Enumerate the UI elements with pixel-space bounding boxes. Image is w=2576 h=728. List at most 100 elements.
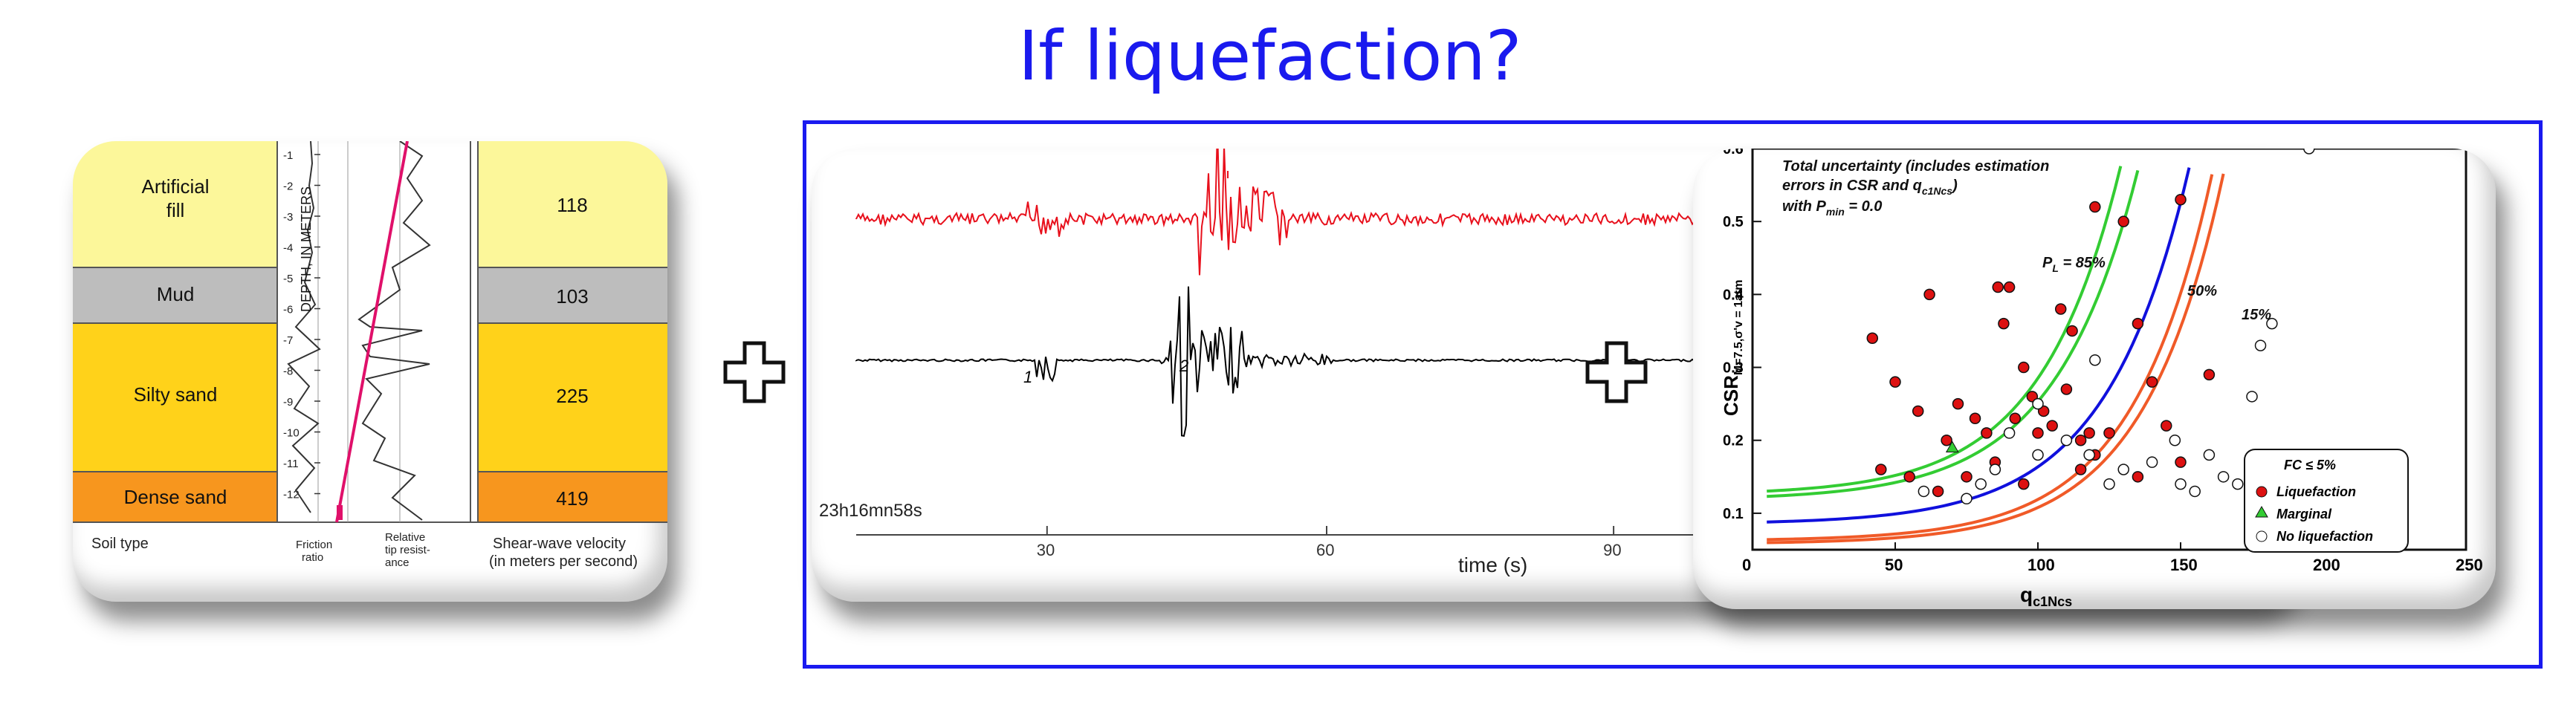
no-liquefaction-point — [2060, 434, 2073, 446]
liquefaction-point — [2146, 376, 2158, 388]
x-tick-label: 150 — [2170, 556, 2198, 574]
no-liquefaction-point — [2303, 149, 2315, 155]
depth-tick-label: -9 — [283, 396, 293, 409]
liquefaction-point — [2132, 317, 2144, 330]
x-tick-label: 100 — [2028, 556, 2055, 574]
layer-silty-1 — [73, 323, 277, 472]
seis-tick-label: 90 — [1603, 541, 1621, 559]
liquefaction-point — [1998, 317, 2010, 330]
chart-ticks: 0 50 100 150 200 250 0.1 0.2 0.3 0.4 0.5 0.6 — [1723, 149, 2483, 574]
liquefaction-point — [2089, 201, 2101, 213]
pl50-label: 50% — [2187, 283, 2217, 299]
layer-name-dense: Dense sand — [124, 486, 227, 508]
liquefaction-point — [2117, 215, 2129, 227]
no-liquefaction-point — [2254, 339, 2267, 351]
probability-curves — [1767, 166, 2225, 545]
liquefaction-point — [2060, 383, 2073, 395]
no-liquefaction-point — [2032, 397, 2044, 410]
friction-ratio-label-a: Friction — [296, 539, 332, 551]
no-liquefaction-point — [1918, 485, 1930, 498]
chart-legend: FC ≤ 5% Liquefaction Marginal No liquefa… — [2244, 449, 2409, 553]
liquefaction-point — [1941, 434, 1952, 446]
event-label-1: 1 — [1023, 368, 1032, 386]
velocity-label-a: Shear-wave velocity — [493, 536, 626, 552]
legend-title: FC ≤ 5% — [2284, 458, 2336, 472]
liquefaction-point — [2175, 456, 2187, 468]
liquefaction-point — [2083, 427, 2095, 439]
liquefaction-point — [2175, 193, 2187, 206]
depth-tick-label: -7 — [283, 334, 293, 347]
y-tick-label: 0.5 — [1723, 214, 1744, 230]
soil-log-panel: -1 -2 -3 -4 -5 -6 -7 -8 -9 -10 -11 -12 DEPTH, IN ME… — [73, 141, 667, 602]
depth-ticks: -1 -2 -3 -4 -5 -6 -7 -8 -9 -10 -11 -12 — [283, 149, 320, 501]
no-liquefaction-point — [2117, 464, 2129, 475]
liquefaction-point — [1875, 464, 1887, 475]
pl85-curve — [1767, 169, 2140, 498]
soil-type-label: Soil type — [91, 536, 149, 552]
velocity-mud: 103 — [556, 285, 588, 308]
depth-tick-label: -3 — [283, 211, 293, 224]
liquefaction-point — [2032, 427, 2044, 439]
data-points — [1866, 149, 2401, 505]
liquefaction-chart: 0 50 100 150 200 250 0.1 0.2 0.3 0.4 0.5 0.6 Total … — [1720, 149, 2483, 609]
marginal-point — [1945, 441, 1959, 453]
no-liquefaction-point — [2232, 478, 2244, 490]
tip-label-b: tip resist- — [385, 544, 430, 556]
pl15-curve — [1767, 174, 2214, 542]
liquefaction-point — [1912, 405, 1924, 417]
layer-fill-2 — [478, 141, 667, 267]
event-label-2: 2 — [1179, 357, 1188, 375]
no-liquefaction-point — [1989, 464, 2001, 475]
magenta-marker — [337, 505, 343, 520]
plus-icon — [723, 341, 786, 403]
legend-liquefaction-marker — [2256, 486, 2268, 498]
no-liquefaction-point — [2032, 449, 2044, 461]
liquefaction-point — [2018, 361, 2030, 374]
liquefaction-point — [2132, 471, 2144, 483]
legend-liquefaction: Liquefaction — [2276, 484, 2356, 499]
friction-ratio-trace — [287, 141, 321, 513]
liquefaction-point — [2074, 464, 2087, 475]
velocity-silty: 225 — [556, 385, 588, 407]
pl85-curve — [1767, 166, 2123, 493]
no-liquefaction-point — [2217, 471, 2230, 483]
liquefaction-point — [2054, 303, 2067, 315]
liquefaction-point — [1961, 471, 1973, 483]
depth-tick-label: -4 — [283, 242, 293, 255]
legend-marginal-marker — [2255, 505, 2268, 518]
liquefaction-point — [2074, 434, 2087, 446]
liquefaction-point — [1889, 376, 1901, 388]
liquefaction-point — [2203, 368, 2216, 381]
liquefaction-panel: 0 50 100 150 200 250 0.1 0.2 0.3 0.4 0.5 0.6 Total … — [1693, 149, 2496, 609]
liquefaction-point — [2161, 420, 2172, 432]
time-axis-label: time (s) — [1458, 553, 1527, 576]
no-liquefaction-point — [2203, 449, 2216, 461]
seis-tick-label: 60 — [1316, 541, 1334, 559]
x-tick-label: 250 — [2456, 556, 2483, 574]
depth-tick-label: -1 — [283, 149, 293, 162]
legend-marginal: Marginal — [2276, 507, 2332, 521]
no-liquefaction-point — [2175, 478, 2187, 490]
layer-silty-2 — [478, 323, 667, 472]
pl85-label: PL = 85% — [2042, 255, 2106, 274]
legend-no-liquefaction: No liquefaction — [2276, 529, 2373, 544]
liquefaction-point — [2018, 478, 2030, 490]
x-tick-label: 200 — [2313, 556, 2340, 574]
no-liquefaction-point — [2246, 391, 2258, 403]
tip-resistance-trace — [357, 141, 431, 521]
soil-log-figure: -1 -2 -3 -4 -5 -6 -7 -8 -9 -10 -11 -12 DEPTH, IN ME… — [73, 141, 667, 570]
plus-icon — [1585, 341, 1648, 403]
velocity-label-b: (in meters per second) — [489, 553, 638, 570]
velocity-dense: 419 — [556, 487, 588, 510]
no-liquefaction-point — [1975, 478, 1987, 490]
layer-fill-1 — [73, 141, 277, 267]
no-liquefaction-point — [2266, 317, 2278, 330]
layer-name-fill-a: Artificial — [141, 175, 209, 198]
y-tick-label: 0.3 — [1723, 360, 1744, 377]
seis-tick-label: 30 — [1037, 541, 1055, 559]
no-liquefaction-point — [1961, 493, 1973, 505]
x-tick-label: 0 — [1742, 556, 1751, 574]
liquefaction-point — [1903, 471, 1915, 483]
depth-tick-label: -10 — [283, 427, 300, 440]
y-tick-label: 0.2 — [1723, 433, 1744, 449]
